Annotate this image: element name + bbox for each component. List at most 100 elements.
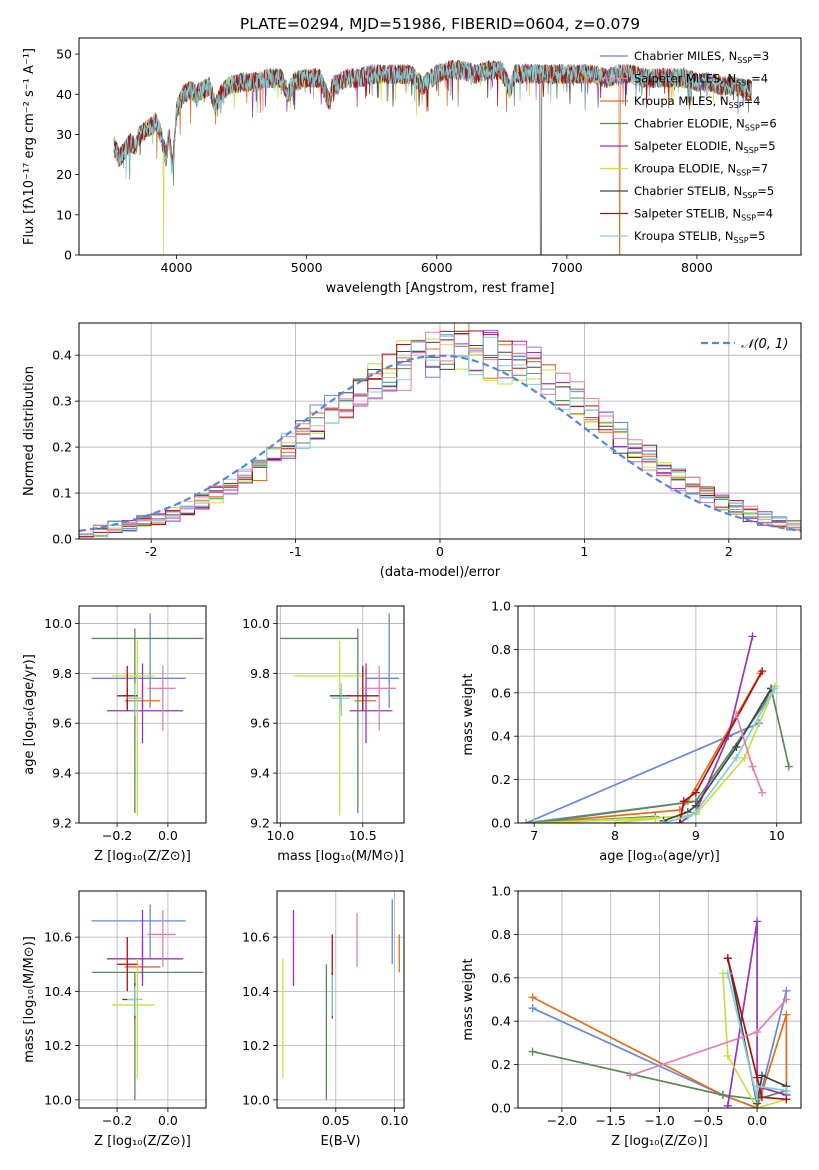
legend-entry: Chabrier MILES, NSSP=3 [634, 49, 769, 65]
legend-entry: Kroupa STELIB, NSSP=5 [634, 229, 765, 245]
mass-weight-point [732, 753, 741, 762]
mass-weight-point [723, 969, 732, 978]
weight-vs-age-chart: 7 8 9 10 0.0 0.2 0.4 0.6 0.8 1.0 age [log₁₀(age/yr… [461, 599, 802, 864]
age-vs-Z-chart: −0.2 0.0 9.2 9.4 9.6 9.8 10.0 Z [log₁₀(Z/Z⊙)] ag… [22, 605, 207, 864]
x-tick-label: 0.0 [747, 1113, 767, 1128]
x-tick-label: 7000 [551, 260, 583, 275]
mass-weight-series-line [534, 672, 762, 823]
mass-weight-point [528, 1047, 537, 1056]
y-axis-label: Normed distribution [22, 366, 37, 496]
x-tick-label: 10.0 [266, 828, 294, 843]
x-tick-label: 2 [725, 544, 733, 559]
mass-weight-point [782, 1010, 791, 1019]
mass-weight-point [732, 743, 741, 752]
x-axis-label: mass [log₁₀(M/M⊙)] [277, 849, 404, 864]
mass-weight-series-line [532, 1050, 787, 1101]
mass-weight-point [782, 1095, 791, 1104]
y-tick-label: 0.6 [491, 970, 511, 985]
mass-weight-point [611, 819, 620, 823]
weight-vs-Z-plot-area [518, 891, 801, 1108]
mass-weight-point [723, 1101, 732, 1108]
y-tick-label: 10.0 [44, 616, 72, 631]
weight-vs-age-plot-area [518, 606, 801, 823]
y-tick-label: 40 [56, 87, 72, 102]
y-tick-label: 10.6 [44, 930, 72, 945]
mass-weight-point [753, 917, 762, 926]
y-tick-label: 30 [56, 127, 72, 142]
y-tick-label: 0.2 [491, 772, 511, 787]
y-tick-label: 0.0 [491, 1101, 511, 1116]
y-tick-label: 0.6 [491, 685, 511, 700]
x-axis-label: Z [log₁₀(Z/Z⊙)] [611, 1134, 708, 1149]
x-tick-label: −0.2 [102, 1113, 132, 1128]
y-tick-label: 0.4 [52, 348, 72, 363]
x-tick-label: 0.0 [158, 1113, 178, 1128]
y-tick-label: 0.0 [52, 532, 72, 547]
axes-frame [78, 890, 207, 1109]
y-axis-label: age [log₁₀(age/yr)] [22, 654, 37, 775]
mass-weight-point [757, 1071, 766, 1080]
mass-weight-point [723, 1051, 732, 1060]
y-tick-label: 1.0 [491, 884, 511, 899]
x-tick-label: −0.5 [693, 1113, 723, 1128]
y-tick-label: 10.0 [242, 1092, 270, 1107]
x-tick-label: 0.0 [158, 828, 178, 843]
x-tick-label: 1 [580, 544, 588, 559]
axes-frame [517, 605, 802, 824]
x-tick-label: −1.5 [596, 1113, 626, 1128]
y-tick-label: 0 [64, 248, 72, 263]
y-tick-label: 0.1 [52, 486, 72, 501]
mass-vs-Z-chart: −0.2 0.0 10.0 10.2 10.4 10.6 Z [log₁₀(Z/Z⊙)] ma… [22, 890, 207, 1149]
mass-weight-point [740, 753, 749, 762]
spectrum-plot-area [113, 59, 752, 255]
age-vs-mass-chart: 10.0 10.5 9.2 9.4 9.6 9.8 10.0 mass [log₁₀(M/M⊙… [242, 605, 405, 864]
legend-entry: Kroupa ELODIE, NSSP=7 [634, 162, 768, 178]
y-tick-label: 10.0 [242, 616, 270, 631]
x-tick-label: -2 [145, 544, 157, 559]
mass-weight-point [675, 819, 684, 823]
x-tick-label: 0.10 [381, 1113, 409, 1128]
mass-weight-series-line [532, 996, 788, 1108]
mass-weight-series-line [726, 921, 787, 1106]
y-tick-label: 9.8 [250, 666, 270, 681]
y-tick-label: 10.6 [242, 930, 270, 945]
mass-weight-point [683, 812, 692, 821]
y-tick-label: 9.8 [52, 666, 72, 681]
y-tick-label: 9.2 [250, 816, 270, 831]
mass-weight-point [691, 808, 700, 817]
mass-weight-point [691, 788, 700, 797]
y-tick-label: 9.4 [250, 766, 270, 781]
x-tick-label: 6000 [421, 260, 453, 275]
age-vs-mass-plot-area [277, 606, 404, 823]
y-tick-label: 10.2 [44, 1038, 72, 1053]
mass-weight-point [753, 1028, 762, 1037]
spectrum-chart: 4000 5000 6000 7000 8000 0 10 20 30 40 50 wavelengt… [22, 37, 802, 296]
legend-entry: Kroupa MILES, NSSP=4 [634, 94, 760, 110]
y-axis-label: mass weight [461, 673, 476, 755]
y-tick-label: 0.4 [491, 729, 511, 744]
y-tick-label: 0.3 [52, 394, 72, 409]
y-tick-label: 9.2 [52, 816, 72, 831]
y-tick-label: 20 [56, 167, 72, 182]
mass-weight-point [757, 1093, 766, 1102]
mass-weight-point [651, 814, 660, 823]
mass-weight-point [679, 797, 688, 806]
y-tick-label: 10.4 [44, 984, 72, 999]
x-tick-label: 8 [611, 828, 619, 843]
mass-weight-point [528, 1004, 537, 1013]
mass-weight-point [718, 1090, 727, 1099]
mass-vs-EBV-plot-area [277, 891, 404, 1108]
axes-frame [276, 605, 405, 824]
mass-weight-point [782, 1086, 791, 1095]
x-tick-label: -1 [289, 544, 301, 559]
axes-frame [276, 890, 405, 1109]
axes-frame [517, 890, 802, 1109]
axes-frame [78, 322, 802, 540]
x-tick-label: 9 [692, 828, 700, 843]
y-tick-label: 50 [56, 47, 72, 62]
mass-vs-Z-plot-area [79, 891, 206, 1108]
residuals-plot-area [79, 323, 801, 539]
y-tick-label: 0.8 [491, 927, 511, 942]
mass-weight-point [770, 684, 779, 693]
